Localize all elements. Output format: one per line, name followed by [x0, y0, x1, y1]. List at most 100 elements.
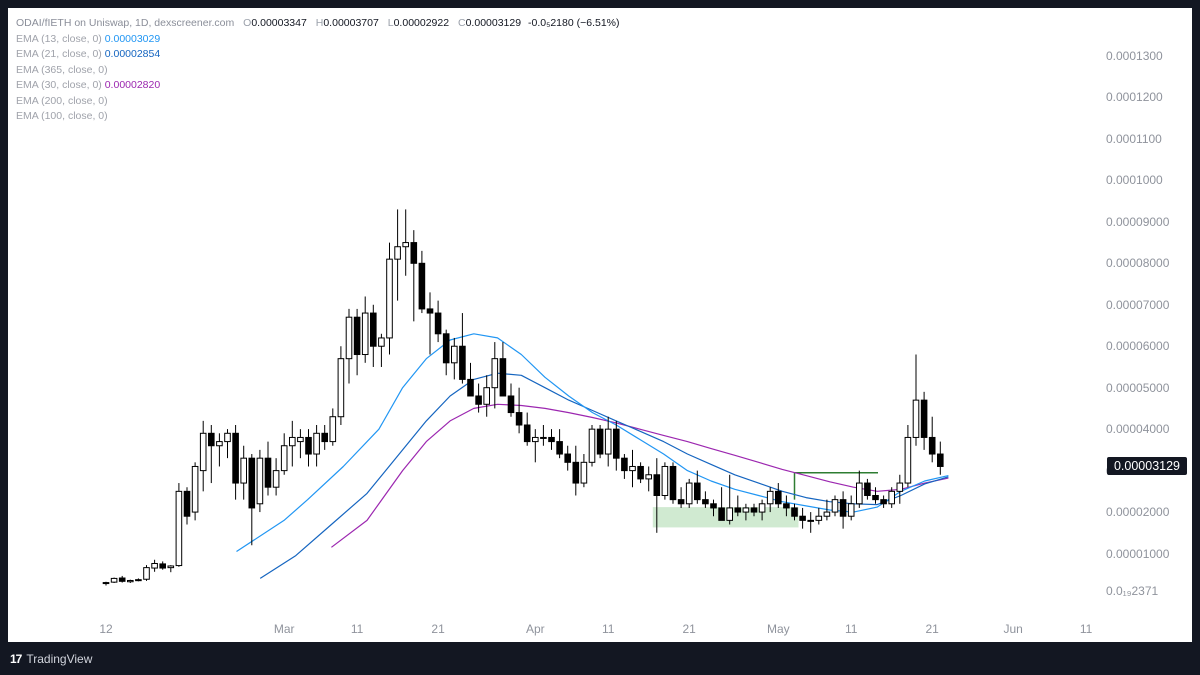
- candle-body: [370, 312, 377, 347]
- candle-body: [580, 461, 588, 484]
- candle-body: [775, 490, 782, 505]
- time-axis-label: 12: [99, 622, 113, 636]
- candle-body: [523, 424, 531, 443]
- candle-body: [491, 358, 499, 389]
- indicator-value: 0.00002854: [104, 48, 161, 60]
- candle-body: [216, 441, 223, 447]
- candle-body: [694, 482, 701, 501]
- candle-body: [499, 358, 507, 397]
- candle-body: [402, 242, 409, 248]
- candle-body: [742, 507, 750, 513]
- close-key: C: [458, 17, 466, 29]
- candle-body: [240, 457, 247, 484]
- price-chart[interactable]: [8, 8, 1192, 642]
- candle-body: [442, 333, 450, 364]
- candle-body: [151, 562, 158, 569]
- indicator-row[interactable]: EMA (365, close, 0): [16, 63, 620, 79]
- price-axis-label: 0.0001100: [1106, 131, 1162, 146]
- candle-body: [710, 503, 717, 509]
- candle-body: [313, 432, 320, 455]
- price-axis-label: 0.00009000: [1106, 214, 1170, 229]
- chart-frame: ODAI/fIETH on Uniswap, 1D, dexscreener.c…: [8, 8, 1192, 642]
- candle-body: [564, 453, 572, 463]
- candle-body: [337, 358, 345, 418]
- footer: 17 TradingView: [10, 652, 92, 666]
- tradingview-logo-icon: 17: [10, 652, 22, 666]
- high-value: 0.00003707: [323, 17, 379, 29]
- close-value: 0.00003129: [465, 17, 522, 29]
- brand-name: TradingView: [26, 652, 93, 666]
- candle-body: [297, 436, 304, 443]
- indicator-row[interactable]: EMA (200, close, 0): [16, 94, 620, 110]
- candle-body: [118, 577, 126, 582]
- candle-body: [629, 465, 636, 472]
- candle-body: [386, 258, 393, 339]
- candle-body: [507, 395, 515, 414]
- candle-body: [256, 457, 264, 505]
- price-axis-label: 0.00002000: [1106, 505, 1170, 520]
- candle-body: [799, 515, 806, 521]
- candle-body: [904, 436, 912, 484]
- price-axis-label: 0.0001000: [1106, 173, 1163, 188]
- candle-body: [880, 499, 887, 505]
- indicator-row[interactable]: EMA (13, close, 0) 0.00003029: [16, 32, 620, 48]
- time-axis-label: Mar: [273, 622, 295, 636]
- low-value: 0.00002922: [393, 17, 450, 29]
- candle-body: [864, 482, 871, 496]
- candle-body: [272, 470, 280, 488]
- candle-body: [718, 507, 725, 521]
- candle-body: [726, 507, 734, 521]
- open-value: 0.00003347: [251, 17, 307, 29]
- candle-body: [361, 312, 369, 356]
- candle-body: [556, 441, 563, 455]
- indicator-row[interactable]: EMA (100, close, 0): [16, 109, 620, 125]
- candle-body: [613, 428, 620, 459]
- candle-body: [321, 432, 328, 443]
- candle-body: [685, 482, 693, 505]
- price-axis-label: 0.00001000: [1106, 546, 1170, 561]
- candle-body: [540, 436, 547, 439]
- price-axis-label: 0.0001300: [1106, 49, 1163, 63]
- candle-body: [872, 494, 879, 501]
- candle-body: [548, 436, 555, 443]
- candle-body: [175, 490, 183, 567]
- price-axis-label: 0.0001200: [1106, 90, 1163, 105]
- price-axis-label: 0.00005000: [1106, 380, 1170, 395]
- indicator-label: EMA (21, close, 0): [16, 48, 102, 60]
- indicator-label: EMA (365, close, 0): [16, 63, 108, 76]
- indicator-row[interactable]: EMA (21, close, 0) 0.00002854: [16, 47, 620, 63]
- candle-body: [888, 490, 896, 505]
- candle-body: [183, 490, 191, 517]
- candle-body: [394, 246, 401, 260]
- candle-body: [807, 519, 815, 522]
- candle-body: [426, 308, 434, 314]
- candle-body: [750, 507, 758, 513]
- candle-body: [588, 428, 596, 463]
- candle-body: [758, 503, 766, 513]
- last-price-label: 0.00003129: [1107, 457, 1187, 476]
- candle-body: [232, 432, 239, 484]
- symbol-title[interactable]: ODAI/fIETH on Uniswap, 1D, dexscreener.c…: [16, 17, 235, 29]
- candle-body: [896, 482, 904, 492]
- candle-body: [572, 461, 580, 484]
- candle-body: [345, 316, 353, 360]
- candle-body: [515, 412, 523, 426]
- candle-body: [766, 490, 774, 505]
- candle-body: [248, 457, 256, 509]
- candle-body: [815, 515, 823, 521]
- candle-body: [912, 399, 920, 438]
- candle-body: [847, 503, 855, 517]
- time-axis-label: 21: [925, 622, 939, 636]
- candle-body: [418, 262, 426, 310]
- indicator-row[interactable]: EMA (30, close, 0) 0.00002820: [16, 78, 620, 94]
- candle-body: [621, 457, 628, 472]
- price-axis-label: 0.00008000: [1106, 256, 1170, 271]
- candle-body: [159, 563, 166, 569]
- candle-body: [451, 345, 458, 364]
- candle-body: [645, 474, 653, 480]
- candle-body: [305, 436, 312, 455]
- time-axis-label: 21: [431, 622, 445, 636]
- indicator-value: 0.00003029: [104, 32, 161, 45]
- indicator-label: EMA (13, close, 0): [16, 32, 102, 45]
- candle-body: [791, 507, 798, 517]
